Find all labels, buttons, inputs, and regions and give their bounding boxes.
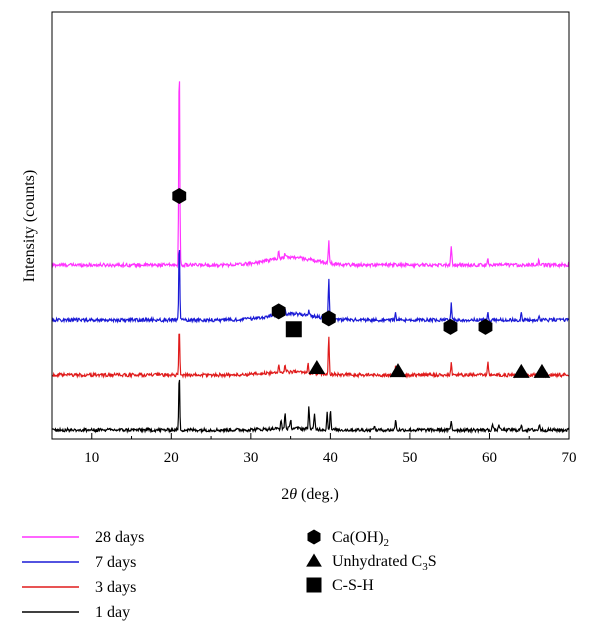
hexagon-peak-marker bbox=[172, 187, 187, 204]
hexagon-peak-marker bbox=[271, 303, 286, 320]
phase-legend-label: C-S-H bbox=[332, 577, 374, 594]
series-line-3-days bbox=[51, 333, 570, 379]
x-tick-label: 40 bbox=[323, 450, 338, 466]
legend-square-icon bbox=[306, 577, 322, 593]
triangle-peak-marker bbox=[308, 360, 326, 374]
x-tick-label: 30 bbox=[243, 450, 258, 466]
legend-hexagon-icon bbox=[307, 529, 321, 545]
hexagon-peak-marker bbox=[478, 318, 493, 335]
axes-layer bbox=[51, 11, 570, 440]
hexagon-peak-marker bbox=[321, 310, 336, 327]
tick-layer: 10 20 30 40 50 60 70 bbox=[51, 433, 577, 466]
series-line-1-day bbox=[51, 379, 570, 435]
x-tick-label: 10 bbox=[84, 450, 99, 466]
phase-legend: Ca(OH)2 Unhydrated C3S C-S-H bbox=[306, 529, 437, 594]
series-line-7-days bbox=[51, 249, 570, 324]
square-peak-marker bbox=[285, 321, 302, 338]
x-tick-label: 70 bbox=[562, 450, 577, 466]
legend-label: 1 day bbox=[95, 604, 130, 621]
legend-label: 3 days bbox=[95, 579, 136, 596]
x-tick-label: 60 bbox=[482, 450, 497, 466]
series-legend: 28 days 7 days 3 days 1 day bbox=[22, 529, 144, 621]
x-tick-label: 50 bbox=[402, 450, 417, 466]
phase-legend-label: Unhydrated C3S bbox=[332, 553, 437, 573]
legend-label: 7 days bbox=[95, 554, 136, 571]
triangle-peak-marker bbox=[389, 363, 407, 378]
series-line-28-days bbox=[51, 81, 570, 269]
marker-layer bbox=[172, 187, 551, 378]
phase-legend-label: Ca(OH)2 bbox=[332, 529, 389, 549]
hexagon-peak-marker bbox=[443, 318, 458, 335]
series-layer bbox=[51, 81, 570, 435]
x-axis-title: 2θ (deg.) bbox=[281, 486, 339, 503]
legend-label: 28 days bbox=[95, 529, 144, 546]
triangle-peak-marker bbox=[533, 363, 551, 378]
triangle-peak-marker bbox=[512, 363, 530, 378]
legend-triangle-icon bbox=[306, 553, 322, 567]
plot-frame bbox=[51, 11, 570, 440]
y-axis-title: Intensity (counts) bbox=[21, 170, 38, 282]
x-tick-label: 20 bbox=[164, 450, 179, 466]
